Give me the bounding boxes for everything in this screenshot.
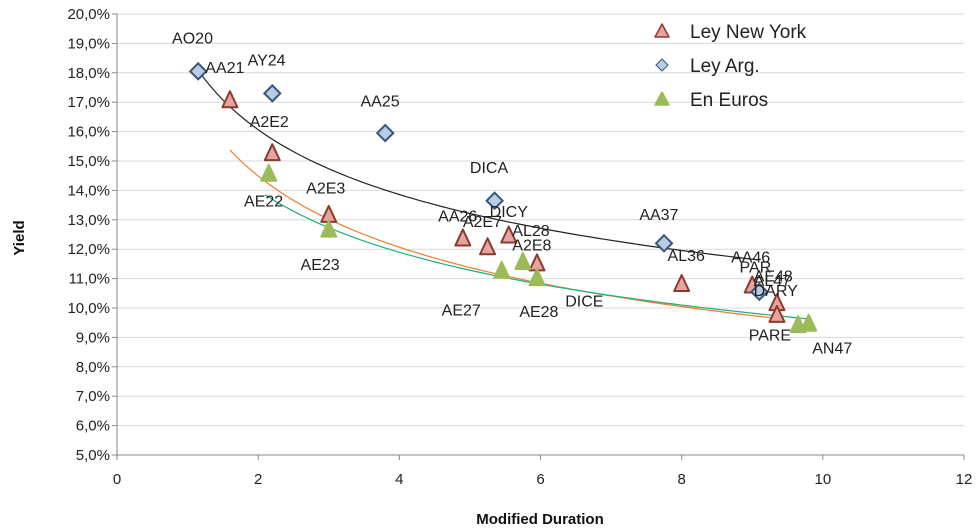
legend: Ley New York Ley Arg. En Euros (654, 22, 807, 111)
y-tick-label: 10,0% (67, 300, 110, 317)
data-point (454, 228, 472, 247)
point-label: AE23 (301, 257, 340, 274)
point-label: AL28 (512, 223, 549, 240)
x-tick-label: 8 (677, 471, 685, 488)
data-point (800, 313, 818, 332)
x-axis-title: Modified Duration (476, 511, 604, 528)
grid (117, 13, 964, 456)
point-label: AE22 (244, 194, 283, 211)
x-tick-label: 12 (956, 471, 973, 488)
x-tick-label: 2 (254, 471, 262, 488)
point-label: DARY (754, 283, 798, 300)
data-point (485, 191, 505, 211)
data-point (375, 123, 395, 143)
y-tick-label: 17,0% (67, 94, 110, 111)
point-label: AY24 (248, 52, 286, 69)
data-point (479, 237, 497, 256)
point-label: AL36 (668, 248, 705, 265)
data-point (514, 251, 532, 270)
data-point (221, 90, 239, 109)
y-tick-label: 16,0% (67, 124, 110, 141)
data-point (260, 163, 278, 182)
y-tick-label: 9,0% (76, 329, 110, 346)
x-tick-label: 4 (395, 471, 403, 488)
point-label: DICY (490, 204, 529, 221)
point-label: A2E7 (463, 214, 502, 231)
data-point (262, 83, 282, 103)
point-label: AE27 (442, 302, 481, 319)
data-point (263, 143, 281, 162)
legend-label: En Euros (690, 90, 768, 111)
data-point (673, 274, 691, 293)
y-tick-label: 15,0% (67, 153, 110, 170)
point-label: AN47 (812, 341, 852, 358)
y-tick-label: 14,0% (67, 182, 110, 199)
y-tick-label: 6,0% (76, 418, 110, 435)
data-point (320, 204, 338, 223)
y-tick-label: 8,0% (76, 359, 110, 376)
data-point (188, 61, 208, 81)
data-point (493, 260, 511, 279)
point-label: AO20 (172, 30, 213, 47)
legend-marker (654, 91, 670, 106)
point-label: AA25 (361, 94, 400, 111)
data-point (528, 268, 546, 287)
y-tick-label: 20,0% (67, 6, 110, 23)
point-label: A2E8 (512, 238, 551, 255)
point-label: AA46 (731, 249, 770, 266)
legend-label: Ley New York (690, 22, 807, 43)
y-tick-label: 5,0% (76, 447, 110, 464)
point-label: AA26 (438, 208, 477, 225)
legend-marker (655, 58, 669, 72)
point-label: A2E3 (306, 180, 345, 197)
point-label: AE48 (754, 269, 793, 286)
y-tick-label: 19,0% (67, 35, 110, 52)
point-label: DICE (565, 294, 603, 311)
y-axis-title: Yield (11, 220, 28, 255)
axes: 5,0% 6,0% 7,0% 8,0% 9,0% 10,0% 11,0% 12,0% 13,0%… (67, 6, 972, 488)
legend-marker (654, 23, 670, 38)
x-tick-label: 10 (814, 471, 831, 488)
point-label: A2E2 (250, 114, 289, 131)
data-point (768, 304, 786, 323)
data-point (528, 253, 546, 272)
y-tick-label: 12,0% (67, 241, 110, 258)
x-tick-label: 6 (536, 471, 544, 488)
point-label: AE28 (519, 304, 558, 321)
data-points (188, 61, 818, 334)
point-label: AA21 (205, 60, 244, 77)
legend-label: Ley Arg. (690, 56, 760, 77)
point-label: AL47 (754, 273, 791, 290)
point-label: DICA (470, 160, 509, 177)
point-label: AA37 (639, 207, 678, 224)
y-tick-label: 18,0% (67, 65, 110, 82)
point-label: PARE (749, 327, 791, 344)
data-point (654, 233, 674, 253)
data-point (500, 225, 518, 244)
y-tick-label: 11,0% (69, 271, 110, 288)
point-label: PAR (740, 260, 772, 277)
data-point (749, 282, 769, 302)
y-tick-label: 7,0% (76, 388, 110, 405)
point-labels: AO20 AA21 AY24 AA25 A2E2 DICA A2E3 AE22 AA26 DICY… (172, 30, 852, 357)
x-tick-label: 0 (113, 471, 121, 488)
data-point (320, 219, 338, 238)
y-tick-label: 13,0% (67, 212, 110, 229)
